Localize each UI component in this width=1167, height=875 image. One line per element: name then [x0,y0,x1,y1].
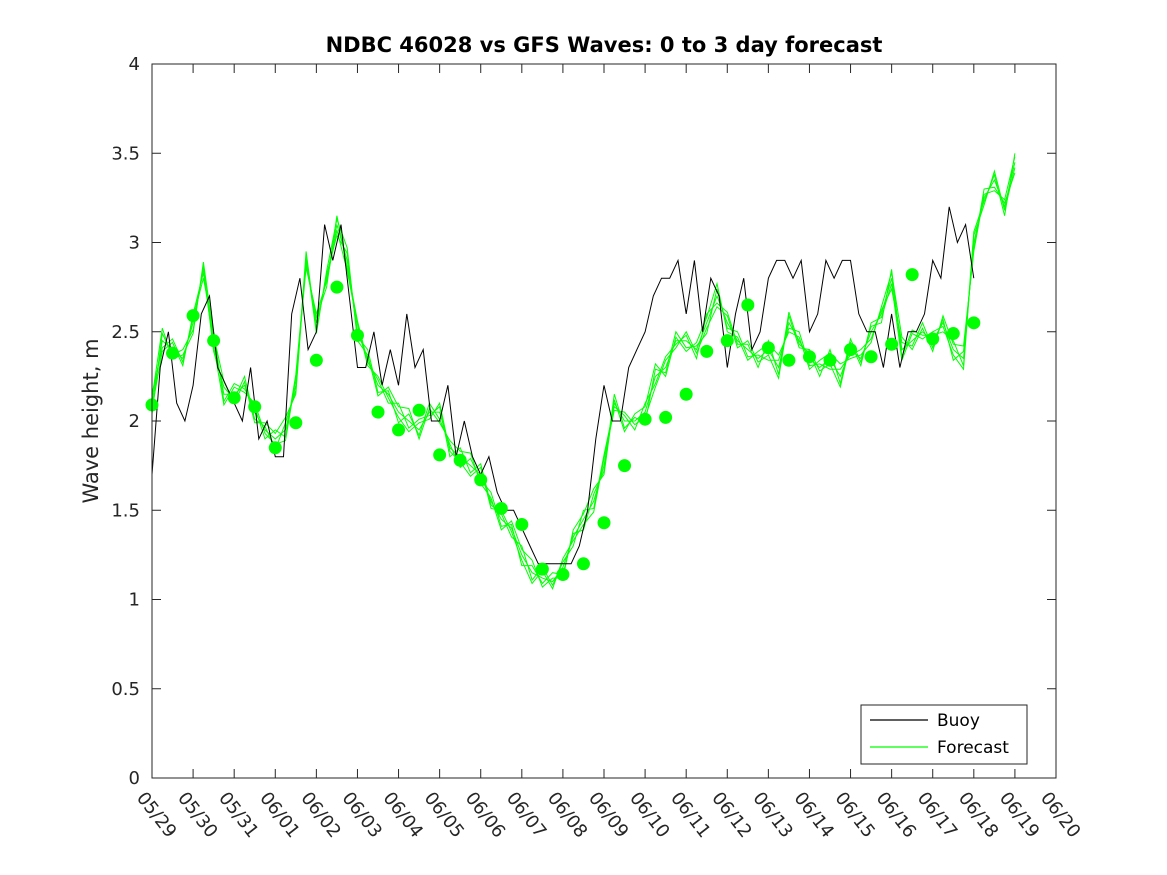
y-tick-label: 1.5 [111,500,140,521]
legend-forecast-label: Forecast [937,738,1009,758]
forecast-point [659,410,673,424]
forecast-point [864,350,878,364]
forecast-point [885,337,899,351]
forecast-point [679,387,693,401]
forecast-point [309,353,323,367]
forecast-point [741,298,755,312]
forecast-point [720,334,734,348]
y-tick-label: 1 [129,590,140,611]
forecast-point [207,334,221,348]
chart-title: NDBC 46028 vs GFS Waves: 0 to 3 day fore… [326,33,883,57]
forecast-point [248,400,262,414]
forecast-point [844,343,858,357]
forecast-point [268,441,282,455]
forecast-point [227,391,241,405]
y-tick-label: 2 [129,411,140,432]
forecast-point [330,280,344,294]
y-axis-label: Wave height, m [79,338,103,503]
forecast-point [474,473,488,487]
forecast-point [494,501,508,515]
forecast-point [618,459,632,473]
forecast-point [392,423,406,437]
legend-buoy-label: Buoy [937,711,980,731]
forecast-point [946,327,960,341]
y-tick-label: 0 [129,768,140,789]
legend-box [860,704,1028,765]
y-tick-label: 0.5 [111,679,140,700]
forecast-point [433,448,447,462]
y-tick-label: 3 [129,233,140,254]
forecast-point [576,557,590,571]
y-tick-label: 2.5 [111,322,140,343]
forecast-point [782,353,796,367]
y-tick-label: 4 [129,54,140,75]
forecast-point [926,332,940,346]
forecast-point [802,350,816,364]
forecast-point [823,353,837,367]
plot-area-frame [151,63,1057,779]
forecast-point [412,403,426,417]
forecast-point [289,416,303,430]
forecast-point [515,518,529,532]
forecast-point [967,316,981,330]
forecast-point [761,341,775,355]
legend: Buoy Forecast [860,704,1028,765]
forecast-point [597,516,611,530]
forecast-point [700,344,714,358]
forecast-point [638,412,652,426]
forecast-point [371,405,385,419]
forecast-point [186,309,200,323]
forecast-point [453,453,467,467]
plot-series [145,153,1016,591]
y-tick-label: 3.5 [111,143,140,164]
forecast-line-run-4 [151,156,1016,588]
forecast-point [166,346,180,360]
forecast-point [556,568,570,582]
forecast-line-run-5 [151,167,1016,591]
forecast-point [350,328,364,342]
buoy-line [151,206,975,565]
forecast-point [905,268,919,282]
forecast-point [535,562,549,576]
